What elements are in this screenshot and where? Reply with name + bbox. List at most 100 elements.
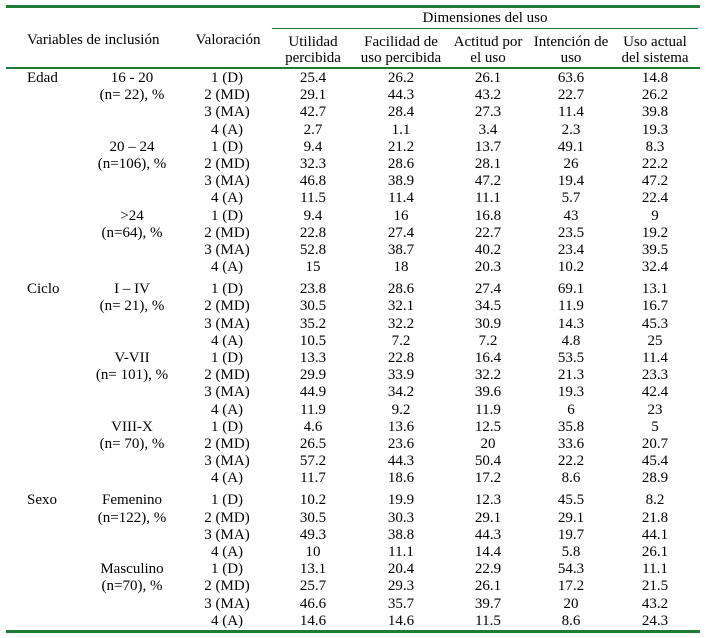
rating-label: 4 (A) bbox=[210, 470, 244, 487]
value-cell-utilidad: 57.2 bbox=[299, 453, 327, 470]
table-row: (n=122), % 2 (MD) 30.5 30.3 29.1 29.1 21.8 bbox=[0, 510, 706, 527]
rating-label: 4 (A) bbox=[210, 121, 244, 138]
rating-label: 4 (A) bbox=[210, 190, 244, 207]
column-header-uso-actual: Uso actual del sistema bbox=[615, 34, 695, 66]
value-cell-actitud: 29.1 bbox=[474, 509, 502, 526]
value-cell-actitud: 20 bbox=[480, 435, 496, 452]
value-cell-intencion: 35.8 bbox=[557, 418, 585, 435]
value-cell-intencion: 53.5 bbox=[557, 349, 585, 366]
value-cell-actitud: 22.9 bbox=[474, 561, 502, 578]
value-cell-intencion: 22.2 bbox=[557, 453, 585, 470]
value-cell-intencion: 6 bbox=[567, 401, 575, 418]
value-cell-actitud: 12.3 bbox=[474, 492, 502, 509]
column-header-line: Facilidad de bbox=[364, 34, 438, 50]
value-cell-actitud: 14.4 bbox=[474, 543, 502, 560]
table-row: VIII-X 1 (D) 4.6 13.6 12.5 35.8 5 bbox=[0, 419, 706, 436]
value-cell-facilidad: 32.1 bbox=[387, 298, 415, 315]
value-cell-intencion: 19.7 bbox=[557, 526, 585, 543]
value-cell-facilidad: 38.9 bbox=[387, 173, 415, 190]
value-cell-facilidad: 18 bbox=[393, 259, 409, 276]
dimensions-group-title: Dimensiones del uso bbox=[422, 10, 548, 26]
column-header-line: Uso actual bbox=[623, 34, 687, 50]
value-cell-facilidad: 44.3 bbox=[387, 453, 415, 470]
rating-label: 3 (MA) bbox=[204, 173, 250, 190]
value-cell-utilidad: 35.2 bbox=[299, 315, 327, 332]
rating-label: 1 (D) bbox=[210, 418, 244, 435]
value-cell-uso-actual: 21.5 bbox=[641, 578, 669, 595]
value-cell-utilidad: 2.7 bbox=[303, 121, 323, 138]
value-cell-facilidad: 1.1 bbox=[391, 121, 411, 138]
column-header-line: del sistema bbox=[621, 50, 689, 66]
valoracion-header: Valoración bbox=[195, 32, 261, 48]
value-cell-uso-actual: 19.2 bbox=[641, 224, 669, 241]
rating-label: 1 (D) bbox=[210, 207, 244, 224]
rating-label: 2 (MD) bbox=[204, 298, 250, 315]
table-row: 3 (MA) 57.2 44.3 50.4 22.2 45.4 bbox=[0, 453, 706, 470]
value-cell-intencion: 23.5 bbox=[557, 224, 585, 241]
rating-label: 3 (MA) bbox=[204, 526, 250, 543]
value-cell-actitud: 11.5 bbox=[475, 612, 501, 629]
table-row: 4 (A) 14.6 14.6 11.5 8.6 24.3 bbox=[0, 613, 706, 630]
value-cell-uso-actual: 45.3 bbox=[641, 315, 669, 332]
rating-label: 2 (MD) bbox=[204, 509, 250, 526]
value-cell-intencion: 2.3 bbox=[561, 121, 581, 138]
value-cell-actitud: 26.1 bbox=[474, 578, 502, 595]
rating-label: 1 (D) bbox=[210, 138, 244, 155]
column-header-utilidad: Utilidad percibida bbox=[273, 34, 353, 66]
value-cell-intencion: 63.6 bbox=[557, 70, 585, 86]
value-cell-facilidad: 28.4 bbox=[387, 104, 415, 121]
value-cell-uso-actual: 32.4 bbox=[641, 259, 669, 276]
value-cell-utilidad: 42.7 bbox=[299, 104, 327, 121]
value-cell-facilidad: 34.2 bbox=[387, 384, 415, 401]
subgroup-label: 16 - 20 bbox=[110, 70, 154, 86]
value-cell-uso-actual: 14.8 bbox=[641, 70, 669, 86]
value-cell-facilidad: 33.9 bbox=[387, 367, 415, 384]
rating-label: 3 (MA) bbox=[204, 453, 250, 470]
value-cell-uso-actual: 43.2 bbox=[641, 595, 669, 612]
value-cell-facilidad: 29.3 bbox=[387, 578, 415, 595]
table-row: 3 (MA) 49.3 38.8 44.3 19.7 44.1 bbox=[0, 527, 706, 544]
rating-label: 3 (MA) bbox=[204, 315, 250, 332]
value-cell-facilidad: 19.9 bbox=[387, 492, 415, 509]
rating-label: 3 (MA) bbox=[204, 241, 250, 258]
rating-label: 2 (MD) bbox=[204, 224, 250, 241]
value-cell-utilidad: 49.3 bbox=[299, 526, 327, 543]
column-header-line: percibida bbox=[285, 50, 341, 66]
rating-label: 1 (D) bbox=[210, 70, 244, 86]
value-cell-utilidad: 10.2 bbox=[299, 492, 327, 509]
value-cell-intencion: 11.4 bbox=[558, 104, 584, 121]
value-cell-intencion: 5.7 bbox=[561, 190, 581, 207]
subgroup-sample-size: (n=64), % bbox=[101, 224, 163, 241]
rating-label: 2 (MD) bbox=[204, 435, 250, 452]
value-cell-actitud: 43.2 bbox=[474, 87, 502, 104]
value-cell-uso-actual: 13.1 bbox=[641, 281, 669, 298]
table-row: (n=64), % 2 (MD) 22.8 27.4 22.7 23.5 19.2 bbox=[0, 225, 706, 242]
value-cell-uso-actual: 16.7 bbox=[641, 298, 669, 315]
value-cell-actitud: 39.7 bbox=[474, 595, 502, 612]
subgroup-label: VIII-X bbox=[111, 418, 153, 435]
value-cell-actitud: 7.2 bbox=[478, 332, 498, 349]
value-cell-intencion: 8.6 bbox=[561, 612, 581, 629]
value-cell-intencion: 23.4 bbox=[557, 241, 585, 258]
value-cell-facilidad: 11.1 bbox=[388, 543, 414, 560]
value-cell-uso-actual: 28.9 bbox=[641, 470, 669, 487]
column-header-facilidad: Facilidad de uso percibida bbox=[356, 34, 446, 66]
value-cell-intencion: 11.9 bbox=[558, 298, 584, 315]
value-cell-actitud: 26.1 bbox=[474, 70, 502, 86]
value-cell-facilidad: 38.8 bbox=[387, 526, 415, 543]
table-row: 20 – 24 1 (D) 9.4 21.2 13.7 49.1 8.3 bbox=[0, 139, 706, 156]
table-row: 4 (A) 11.7 18.6 17.2 8.6 28.9 bbox=[0, 470, 706, 487]
table-row: V-VII 1 (D) 13.3 22.8 16.4 53.5 11.4 bbox=[0, 350, 706, 367]
dimensions-rule bbox=[272, 28, 698, 29]
value-cell-uso-actual: 22.2 bbox=[641, 155, 669, 172]
value-cell-utilidad: 25.7 bbox=[299, 578, 327, 595]
rating-label: 3 (MA) bbox=[204, 104, 250, 121]
value-cell-facilidad: 11.4 bbox=[388, 190, 414, 207]
value-cell-intencion: 69.1 bbox=[557, 281, 585, 298]
value-cell-actitud: 20.3 bbox=[474, 259, 502, 276]
value-cell-actitud: 27.4 bbox=[474, 281, 502, 298]
value-cell-uso-actual: 47.2 bbox=[641, 173, 669, 190]
value-cell-uso-actual: 24.3 bbox=[641, 612, 669, 629]
table-row: 4 (A) 15 18 20.3 10.2 32.4 bbox=[0, 259, 706, 276]
value-cell-actitud: 11.9 bbox=[475, 401, 501, 418]
